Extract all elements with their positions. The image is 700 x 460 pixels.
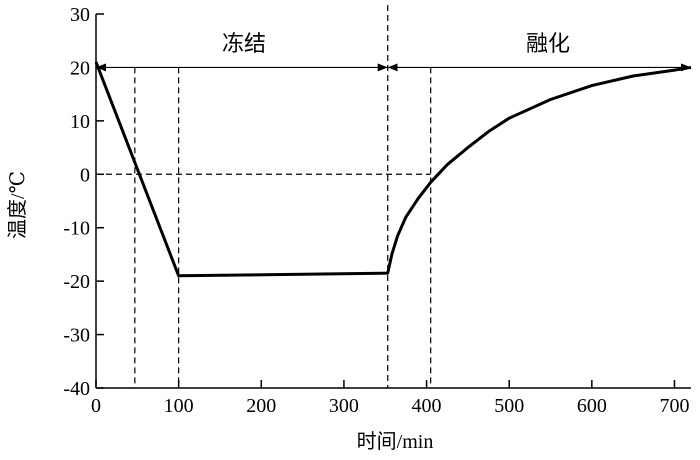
phase-label-freezing: 冻结	[222, 31, 266, 56]
x-tick-label: 300	[329, 395, 359, 417]
x-tick-label: 600	[577, 395, 607, 417]
x-tick-label: 200	[246, 395, 276, 417]
y-tick-label: 20	[70, 57, 90, 79]
y-tick-label: -20	[63, 271, 90, 293]
y-tick-label: 10	[70, 111, 90, 133]
y-tick-label: 30	[70, 4, 90, 26]
x-tick-label: 0	[91, 395, 101, 417]
y-tick-label: -10	[63, 218, 90, 240]
y-axis-label: 温度/℃	[6, 171, 29, 239]
x-tick-label: 500	[494, 395, 524, 417]
x-tick-label: 700	[659, 395, 689, 417]
phase-label-thawing: 融化	[526, 31, 570, 56]
x-tick-label: 400	[412, 395, 442, 417]
temperature-line	[94, 61, 692, 278]
x-axis-label: 时间/min	[357, 430, 434, 453]
y-tick-label: -40	[63, 378, 90, 400]
y-tick-label: -30	[63, 325, 90, 347]
y-tick-label: 0	[80, 164, 90, 186]
x-tick-label: 100	[164, 395, 194, 417]
